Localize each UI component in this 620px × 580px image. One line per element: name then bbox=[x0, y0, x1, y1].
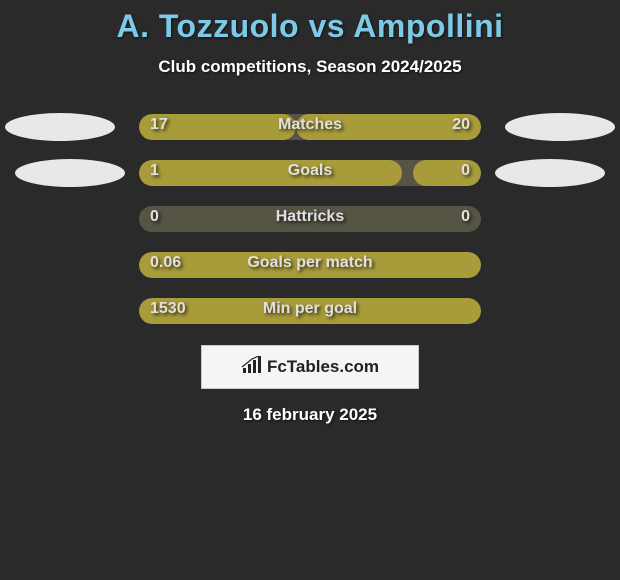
stat-value-right: 20 bbox=[452, 116, 470, 134]
stat-row-hattricks: 0 Hattricks 0 bbox=[0, 199, 620, 245]
bar-track bbox=[139, 298, 481, 324]
stat-value-left: 17 bbox=[150, 116, 168, 134]
avatar-right-icon bbox=[505, 113, 615, 141]
bar-track bbox=[139, 252, 481, 278]
stat-value-left: 1530 bbox=[150, 300, 186, 318]
avatar-left-icon bbox=[15, 159, 125, 187]
stat-value-left: 0 bbox=[150, 208, 159, 226]
bar-track bbox=[139, 114, 481, 140]
stat-value-right: 0 bbox=[461, 162, 470, 180]
logo-text: FcTables.com bbox=[241, 356, 379, 379]
bar-fill-right bbox=[413, 160, 481, 186]
bar-fill-left bbox=[139, 252, 481, 278]
logo-label: FcTables.com bbox=[267, 357, 379, 377]
avatar-right-icon bbox=[495, 159, 605, 187]
bar-fill-left bbox=[139, 298, 481, 324]
page-subtitle: Club competitions, Season 2024/2025 bbox=[0, 57, 620, 77]
logo-box[interactable]: FcTables.com bbox=[201, 345, 419, 389]
stat-row-goals-per-match: 0.06 Goals per match bbox=[0, 245, 620, 291]
stat-value-left: 0.06 bbox=[150, 254, 181, 272]
stat-value-right: 0 bbox=[461, 208, 470, 226]
stat-row-matches: 17 Matches 20 bbox=[0, 107, 620, 153]
stat-value-left: 1 bbox=[150, 162, 159, 180]
chart-container: A. Tozzuolo vs Ampollini Club competitio… bbox=[0, 0, 620, 425]
avatar-left-icon bbox=[5, 113, 115, 141]
barchart-icon bbox=[241, 356, 265, 379]
bar-track bbox=[139, 160, 481, 186]
page-date: 16 february 2025 bbox=[0, 405, 620, 425]
page-title: A. Tozzuolo vs Ampollini bbox=[0, 8, 620, 45]
bar-track bbox=[139, 206, 481, 232]
stats-area: 17 Matches 20 1 Goals 0 0 Hattricks 0 bbox=[0, 107, 620, 337]
bar-fill-left bbox=[139, 160, 402, 186]
stat-row-goals: 1 Goals 0 bbox=[0, 153, 620, 199]
stat-row-min-per-goal: 1530 Min per goal bbox=[0, 291, 620, 337]
